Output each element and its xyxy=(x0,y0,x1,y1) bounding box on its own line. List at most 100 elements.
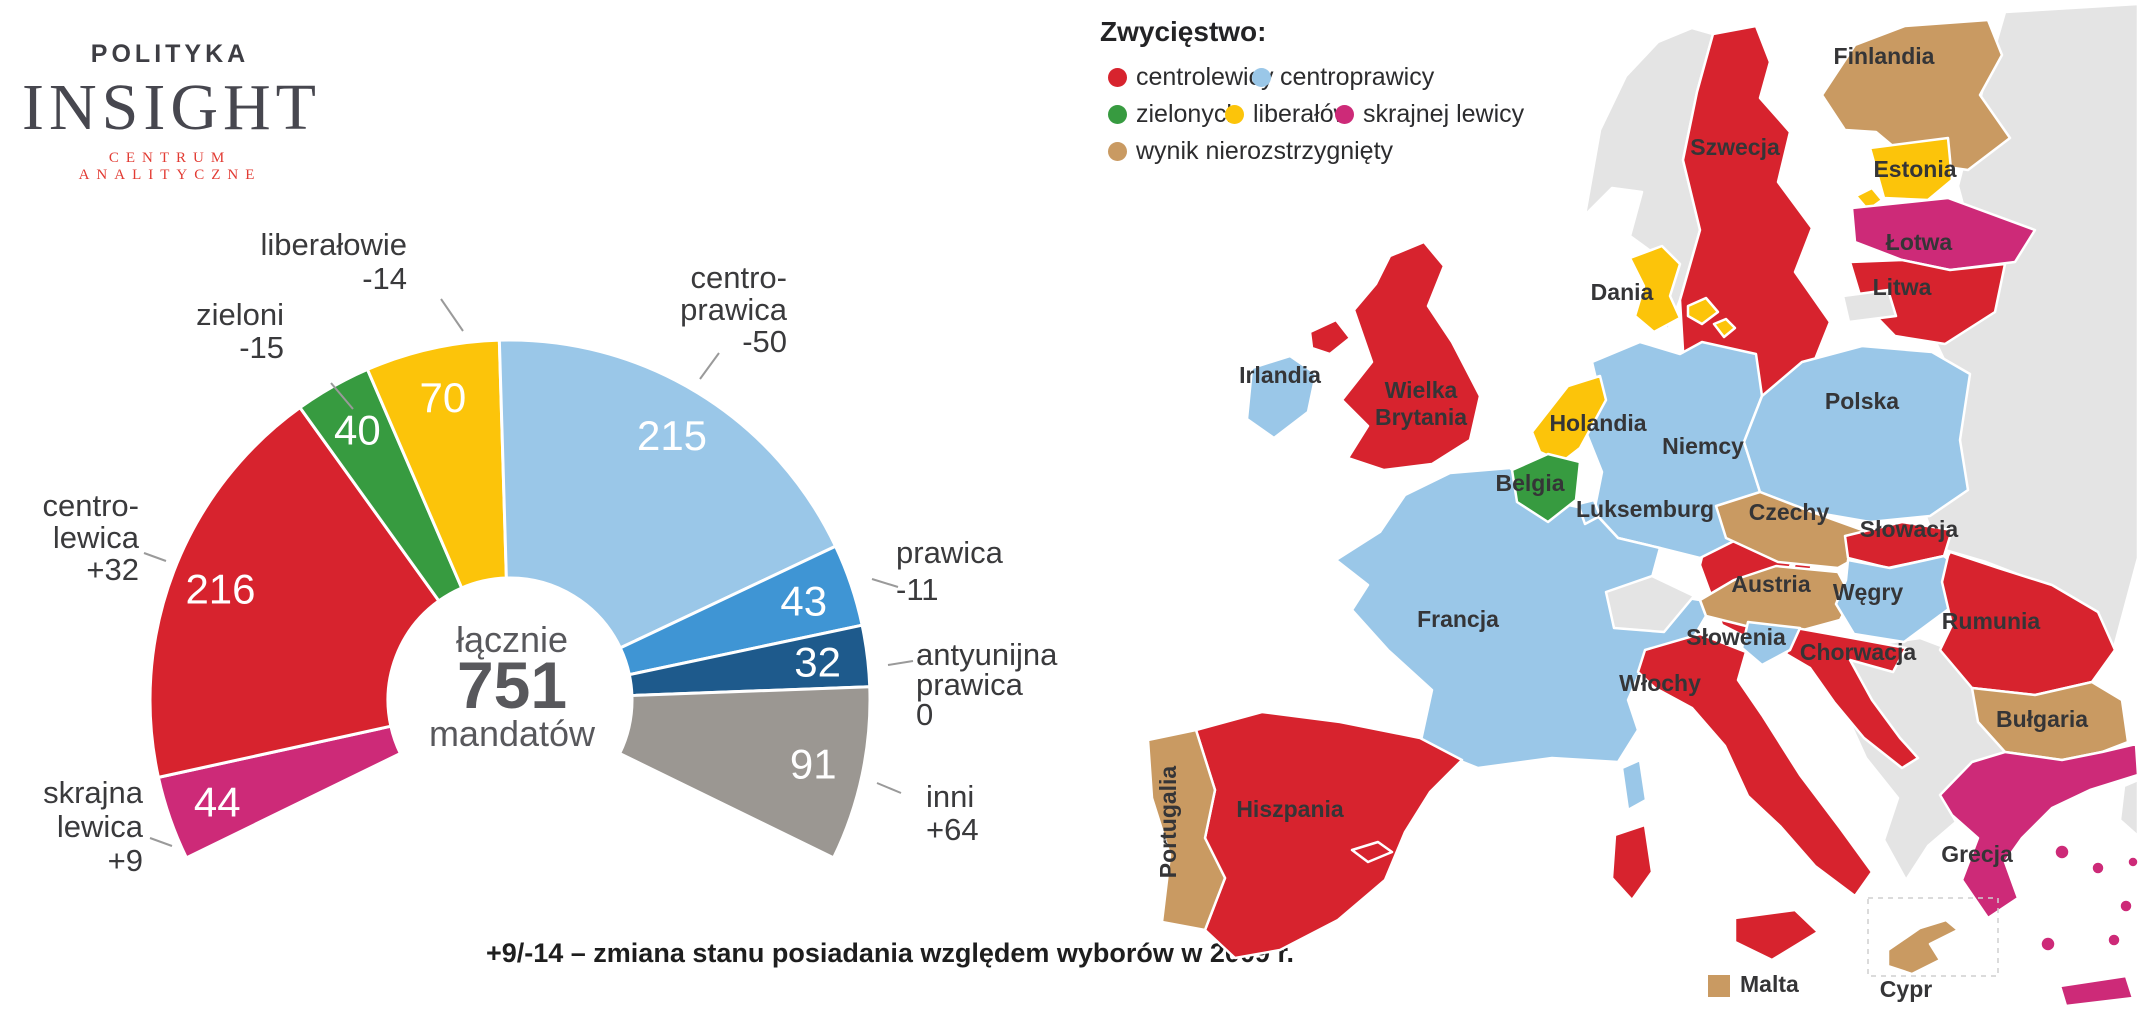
legend-title: Zwycięstwo: xyxy=(1100,16,1267,47)
donut-segment-centro-lewica xyxy=(148,406,441,779)
donut-segment-value: 91 xyxy=(790,741,837,788)
map-country-estonia xyxy=(1868,136,1954,202)
donut-callout-label: skrajna xyxy=(43,775,144,810)
donut-callout-label: prawica xyxy=(916,667,1024,702)
map-swatch-malta xyxy=(1708,975,1730,997)
donut-segment-inni xyxy=(618,685,872,860)
donut-segment-value: 216 xyxy=(185,566,255,613)
donut-callout-label: lewica xyxy=(53,520,140,555)
callout-leader-line xyxy=(143,552,167,562)
donut-segment-value: 43 xyxy=(780,577,827,624)
donut-callout-label: 0 xyxy=(916,697,933,732)
legend-dot-icon xyxy=(1252,67,1271,87)
map-island-grecja xyxy=(2040,936,2056,952)
donut-callout-label: zieloni xyxy=(196,297,284,332)
donut-callout-label: centro- xyxy=(691,260,787,295)
map-label-grecja: Grecja xyxy=(1941,841,2013,867)
legend-dot-icon xyxy=(1225,104,1244,124)
map-label-dania: Dania xyxy=(1591,279,1654,305)
map-label-finlandia: Finlandia xyxy=(1834,43,1935,69)
donut-segment-centro-prawica xyxy=(497,338,838,650)
map-country-chorwacja xyxy=(1784,626,1920,770)
map-country-wegry xyxy=(1834,554,1966,644)
map-country-portugalia xyxy=(1146,728,1227,932)
legend-dot-icon xyxy=(1108,141,1127,161)
callout-leader-line xyxy=(887,660,914,666)
map-country-cypr xyxy=(1886,918,1960,976)
donut-callout-label: prawica xyxy=(680,292,788,327)
callout-leader-line xyxy=(699,352,720,380)
donut-callout-label: +64 xyxy=(926,812,979,847)
map-label-wielka-brytania: Wielka xyxy=(1385,377,1458,403)
legend-item-skrajnej-lewicy: skrajnej lewicy xyxy=(1335,100,1524,128)
map-label-portugalia: Portugalia xyxy=(1155,766,1181,879)
map-country-dan_isl2 xyxy=(1712,317,1737,339)
map-label-slowenia: Słowenia xyxy=(1686,624,1786,650)
map-label-luksemburg: Luksemburg xyxy=(1576,496,1714,522)
map-country-sycylia xyxy=(1733,908,1820,962)
legend-item-label: zielonych xyxy=(1136,99,1241,128)
donut-callout-label: -14 xyxy=(362,261,407,296)
donut-callout-label: prawica xyxy=(896,535,1004,570)
legend-item-centrolewicy: centrolewicy xyxy=(1108,63,1274,91)
map-label-holandia: Holandia xyxy=(1549,410,1646,436)
map-country-hiszpania xyxy=(1194,710,1464,960)
map-country-dania xyxy=(1628,244,1682,334)
map-label-niemcy: Niemcy xyxy=(1662,433,1744,459)
map-label-wegry: Węgry xyxy=(1833,579,1904,605)
legend-item-label: centroprawicy xyxy=(1280,62,1435,91)
donut-callout-label: centro- xyxy=(43,488,139,523)
donut-callout-label: -15 xyxy=(239,330,284,365)
map-country-turcja xyxy=(2118,778,2138,838)
map-label-polska: Polska xyxy=(1825,388,1899,414)
callout-leader-line xyxy=(440,298,464,332)
map-label-rumunia: Rumunia xyxy=(1942,608,2041,634)
legend-item-zielonych: zielonych xyxy=(1108,99,1241,128)
chart-footnote: +9/-14 – zmiana stanu posiadania względe… xyxy=(485,938,1295,968)
map-inset-box-cypr xyxy=(1867,897,1999,977)
legend-item-wynik-nierozstrzygnięty: wynik nierozstrzygnięty xyxy=(1108,137,1393,165)
map-label-francja: Francja xyxy=(1417,606,1499,632)
donut-callout-label: lewica xyxy=(57,809,144,844)
europe-map: Finlandia Szwecja Estonia Łotwa Litwa Dania Ir… xyxy=(1146,2,2138,1008)
map-country-luksemburg xyxy=(1576,498,1602,526)
map-country-irlandia xyxy=(1245,354,1318,440)
map-label-malta: Malta xyxy=(1740,971,1799,997)
callout-leader-line xyxy=(871,578,899,588)
donut-callout-label: liberałowie xyxy=(261,227,407,262)
map-island-grecja xyxy=(2091,861,2105,875)
donut-center-value: 751 xyxy=(457,648,567,722)
brand-name: POLITYKA xyxy=(90,40,250,68)
callout-leader-line xyxy=(876,782,902,794)
callout-leader-line xyxy=(330,382,354,410)
donut-segment-value: 70 xyxy=(419,374,466,421)
donut-center-bottom: mandatów xyxy=(429,713,596,754)
legend-item-centroprawicy: centroprawicy xyxy=(1252,62,1435,91)
map-island-grecja xyxy=(2127,856,2138,868)
brand-logo: POLITYKA INSIGHT CENTRUM ANALITYCZNE xyxy=(22,40,318,184)
map-label-chorwacja: Chorwacja xyxy=(1800,639,1917,665)
map-country-grecja xyxy=(1938,742,2138,920)
map-label-cypr: Cypr xyxy=(1880,976,1932,1002)
donut-callout-label: antyunijna xyxy=(916,637,1058,672)
donut-callout-label: +9 xyxy=(108,843,143,878)
map-country-dan_isl1 xyxy=(1686,296,1720,326)
map-country-bulgaria xyxy=(1970,680,2130,762)
map-country-wielka-brytania xyxy=(1340,240,1482,472)
map-country-n_irlandia xyxy=(1308,318,1352,356)
map-label-litwa: Litwa xyxy=(1873,274,1932,300)
map-label-slowacja: Słowacja xyxy=(1860,516,1959,542)
map-country-baleary xyxy=(1350,840,1394,864)
donut-callout-label: inni xyxy=(926,779,974,814)
map-label-hiszpania: Hiszpania xyxy=(1236,796,1344,822)
donut-segment-value: 215 xyxy=(637,412,707,459)
map-label-irlandia: Irlandia xyxy=(1239,362,1321,388)
map-label-wlochy: Włochy xyxy=(1619,670,1701,696)
map-country-korsyka xyxy=(1620,758,1648,812)
map-country-belgia xyxy=(1510,452,1582,524)
map-country-holandia xyxy=(1530,374,1608,464)
map-label-austria: Austria xyxy=(1731,571,1810,597)
